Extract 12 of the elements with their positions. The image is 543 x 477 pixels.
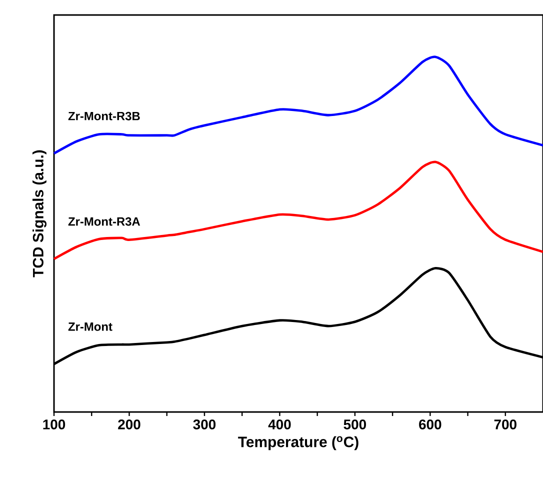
x-tick-label: 300: [193, 419, 216, 430]
x-tick-label: 400: [268, 419, 291, 430]
x-tick-label: 100: [43, 419, 66, 430]
x-tick-label: 200: [118, 419, 140, 430]
y-axis-title: TCD Signals (a.u.): [32, 150, 46, 278]
series-label: Zr-Mont: [68, 322, 112, 331]
series-label: Zr-Mont-R3B: [68, 112, 140, 120]
series-label: Zr-Mont-R3A: [68, 217, 140, 226]
x-tick-label: 500: [344, 419, 366, 430]
x-tick-label: 700: [494, 419, 516, 430]
x-tick-label: 600: [419, 419, 442, 430]
x-axis-title: Temperature ($^{o}$C): [238, 436, 358, 450]
